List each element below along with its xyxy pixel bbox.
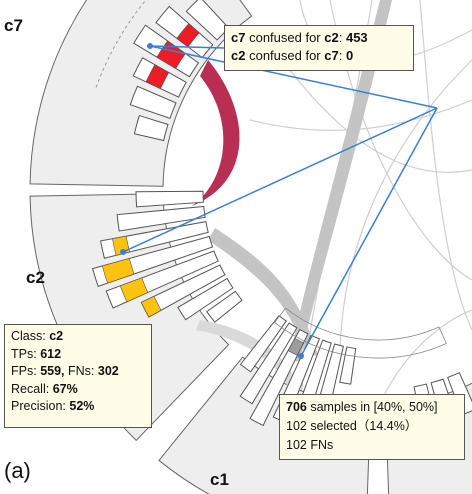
inner-ring [274,307,447,359]
c2-bin-4-highlight [101,258,135,284]
link-c2-hub [122,107,438,253]
class-info-tooltip: Class: c2 TPs: 612 FPs: 559, FNs: 302 Re… [4,324,152,428]
c7-bin-4-highlight [176,23,200,48]
link-c7-hub [149,45,438,109]
dashed-guide [95,0,147,88]
confusion-tooltip: c7 confused for c2: 453 c2 confused for … [224,25,414,71]
confusion-line-1: c7 confused for c2: 453 [231,30,368,45]
link-anchor-1 [120,249,126,255]
link-anchor-0 [147,43,153,49]
background-link-5 [249,99,472,131]
class-label-c1[interactable]: c1 [210,470,229,489]
c7-bin-1 [129,85,177,120]
c2-bin-7 [135,190,204,208]
c1-bin-4-highlight [287,337,304,356]
class-label-c7[interactable]: c7 [4,16,23,35]
c0-bin-0 [447,372,472,416]
background-link-4 [419,0,472,331]
ribbon-c7-c2 [192,60,240,206]
ribbon-c1-upper [290,0,392,362]
c1-bin-5 [239,322,298,405]
link-anchor-2 [298,353,304,359]
bin-info-tooltip: 706 samples in [40%, 50%] 102 selected（1… [279,394,465,460]
c7-bin-0 [133,114,169,142]
background-link-2 [289,69,472,173]
c1-bin-6 [239,314,287,373]
c2-bin-2-highlight [140,295,162,318]
c2-bin-0 [206,290,243,323]
c7-bin-2-highlight [145,64,170,89]
link-c7-tooltip [149,45,225,49]
c2-bin-6 [116,205,206,232]
c2-bin-1 [177,277,234,321]
link-hub-c1 [300,107,438,357]
confusion-line-2: c2 confused for c7: 0 [231,47,354,63]
panel-label: (a) [4,458,31,483]
c2-bin-3-highlight [119,277,149,303]
class-label-c2[interactable]: c2 [26,268,45,287]
background-link-3 [339,59,472,361]
